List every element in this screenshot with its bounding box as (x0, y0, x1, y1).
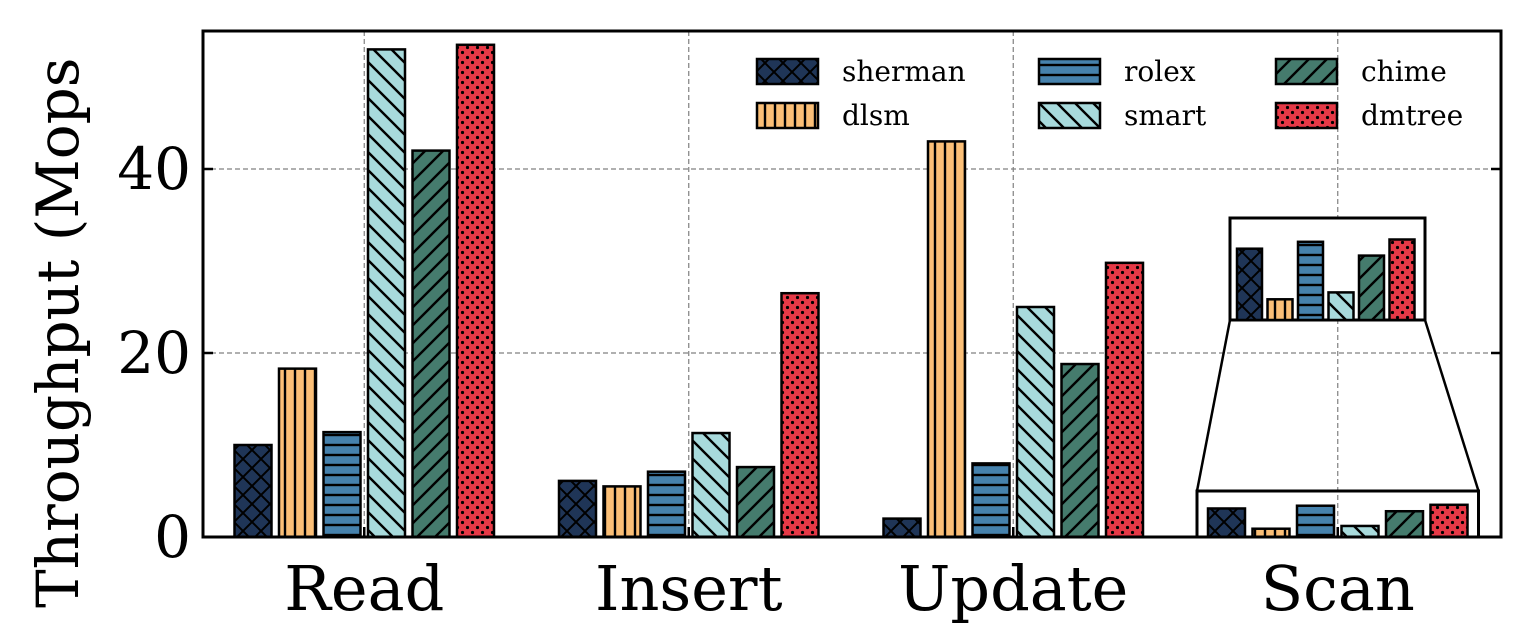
legend-swatch (1037, 57, 1102, 86)
y-tick-label: 20 (117, 319, 191, 387)
y-axis-title: Throughput (Mops (24, 57, 92, 608)
legend-item-chime: chime (1274, 55, 1447, 88)
legend-swatch (755, 57, 820, 86)
bar-dlsm (1266, 298, 1294, 322)
legend-swatch (1037, 101, 1102, 130)
bar-rolex (322, 430, 362, 539)
bar-smart (366, 48, 407, 539)
x-category-label: Update (898, 552, 1128, 625)
bar-dmtree (455, 43, 496, 539)
bar-sherman (1235, 247, 1264, 322)
bar-chime (411, 149, 451, 539)
bar-sherman (557, 479, 598, 539)
bar-rolex (646, 470, 687, 539)
bars (233, 43, 1469, 539)
legend-item-sherman: sherman (755, 55, 966, 88)
bar-rolex (1296, 240, 1325, 322)
legend-item-dlsm: dlsm (755, 99, 910, 132)
axes: 0 20 40 Read Insert Update Scan (117, 29, 1503, 625)
bar-dlsm (602, 485, 642, 539)
x-category-label: Insert (595, 552, 783, 625)
y-tick-label: 40 (117, 135, 191, 203)
zoom-connector-right (1423, 319, 1480, 492)
bar-sherman (1206, 507, 1247, 539)
bar-sherman (233, 443, 273, 539)
bar-rolex (971, 462, 1011, 539)
bar-smart (1327, 291, 1355, 322)
bar-rolex (1295, 504, 1336, 539)
bar-dmtree (1104, 261, 1145, 539)
bar-dmtree (1429, 503, 1469, 539)
legend-item-rolex: rolex (1037, 55, 1196, 88)
legend-label: dlsm (842, 99, 910, 132)
legend-label: sherman (842, 55, 966, 88)
legend-item-dmtree: dmtree (1274, 99, 1463, 132)
bar-dmtree (1388, 238, 1416, 322)
legend-label: dmtree (1361, 99, 1463, 132)
bar-chime (1060, 362, 1100, 539)
bar-dmtree (780, 291, 820, 539)
bar-smart (1340, 524, 1380, 539)
legend-swatch (755, 101, 820, 130)
bar-chime (735, 465, 776, 539)
x-category-label: Scan (1261, 552, 1415, 625)
bar-dlsm (926, 140, 967, 539)
zoom-connector-left (1195, 319, 1232, 492)
legend: sherman dlsm rolex smart chime dmtree (755, 55, 1463, 132)
bar-smart (1015, 305, 1056, 539)
legend-item-smart: smart (1037, 99, 1207, 132)
bar-chime (1357, 254, 1386, 322)
legend-label: rolex (1124, 55, 1196, 88)
bar-smart (691, 431, 731, 539)
legend-swatch (1274, 57, 1339, 86)
y-tick-label: 0 (154, 503, 191, 571)
legend-label: chime (1361, 55, 1447, 88)
bar-dlsm (277, 367, 318, 539)
plot-frame (201, 29, 1503, 539)
bar-sherman (882, 517, 922, 539)
x-category-label: Read (284, 552, 444, 625)
legend-label: smart (1124, 99, 1207, 132)
scan-inset (1195, 216, 1480, 539)
bar-chime (1384, 509, 1425, 539)
legend-swatch (1274, 101, 1339, 130)
